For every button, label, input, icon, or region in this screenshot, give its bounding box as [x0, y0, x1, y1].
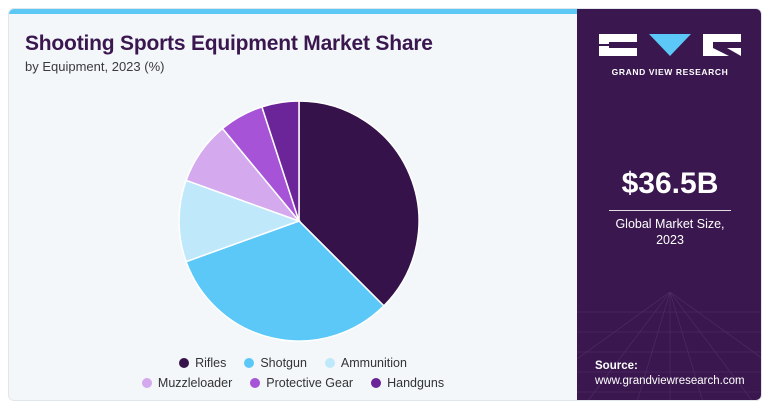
legend-swatch: [324, 358, 335, 368]
pie-slice-shotgun: [185, 220, 385, 342]
market-size-value: $36.5B: [621, 167, 719, 200]
pie-chart: [178, 100, 420, 342]
legend-item-protective-gear: Protective Gear: [250, 376, 353, 390]
chart-title: Shooting Sports Equipment Market Share: [25, 32, 433, 55]
legend-label: Ammunition: [340, 356, 407, 370]
legend-label: Handguns: [387, 376, 445, 390]
source-url[interactable]: www.grandviewresearch.com: [595, 375, 745, 387]
legend-row: Rifles Shotgun Ammunition: [9, 356, 577, 370]
legend-label: Protective Gear: [266, 376, 354, 390]
pie-slice-rifles: [298, 100, 420, 307]
pie-slice-ammunition: [178, 179, 302, 263]
legend-swatch: [141, 378, 152, 388]
gvr-logo-icon: [599, 34, 741, 56]
legend-swatch: [371, 378, 382, 388]
chart-panel: Shooting Sports Equipment Market Share b…: [9, 14, 577, 400]
legend-label: Shotgun: [260, 356, 307, 370]
legend-label: Rifles: [195, 356, 227, 370]
source-label: Source:: [595, 360, 638, 372]
legend-swatch: [250, 378, 261, 388]
legend-label: Muzzleloader: [157, 376, 233, 390]
source-note: Source: www.grandviewresearch.com: [595, 359, 745, 389]
chart-subtitle: by Equipment, 2023 (%): [25, 59, 165, 74]
legend-item-handguns: Handguns: [371, 376, 444, 390]
chart-legend: Rifles Shotgun Ammunition Muzzleloader Prot…: [9, 356, 577, 396]
legend-item-rifles: Rifles: [179, 356, 226, 370]
brand-name: GRAND VIEW RESEARCH: [611, 67, 729, 77]
market-size-caption: Global Market Size, 2023: [577, 216, 761, 248]
legend-row: Muzzleloader Protective Gear Handguns: [9, 376, 577, 390]
market-size-caption-line1: Global Market Size,: [615, 217, 725, 231]
legend-item-muzzleloader: Muzzleloader: [141, 376, 233, 390]
accent-bar: [9, 9, 577, 14]
grid-background: [577, 292, 761, 400]
legend-item-shotgun: Shotgun: [244, 356, 307, 370]
divider: [609, 210, 731, 211]
legend-item-ammunition: Ammunition: [324, 356, 407, 370]
legend-swatch: [179, 358, 190, 368]
info-panel: GRAND VIEW RESEARCH $36.5B Global Market…: [577, 9, 761, 400]
market-size-caption-line2: 2023: [656, 233, 684, 247]
legend-swatch: [244, 358, 255, 368]
pie-slice-handguns: [260, 100, 300, 222]
infographic-card: Shooting Sports Equipment Market Share b…: [8, 8, 762, 401]
